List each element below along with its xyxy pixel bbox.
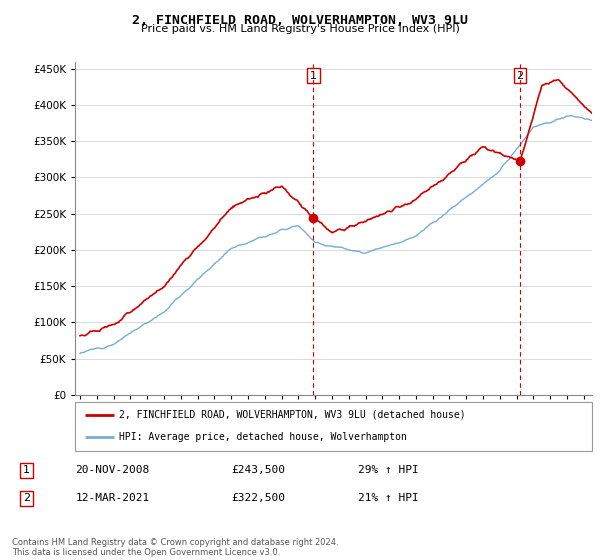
Text: 2: 2 (517, 71, 524, 81)
Text: 21% ↑ HPI: 21% ↑ HPI (358, 493, 418, 503)
FancyBboxPatch shape (75, 402, 592, 451)
Text: 12-MAR-2021: 12-MAR-2021 (76, 493, 149, 503)
Text: 1: 1 (310, 71, 317, 81)
Text: 2, FINCHFIELD ROAD, WOLVERHAMPTON, WV3 9LU: 2, FINCHFIELD ROAD, WOLVERHAMPTON, WV3 9… (132, 14, 468, 27)
Text: 29% ↑ HPI: 29% ↑ HPI (358, 465, 418, 475)
Text: £322,500: £322,500 (231, 493, 285, 503)
Text: 2, FINCHFIELD ROAD, WOLVERHAMPTON, WV3 9LU (detached house): 2, FINCHFIELD ROAD, WOLVERHAMPTON, WV3 9… (119, 410, 466, 420)
Text: 20-NOV-2008: 20-NOV-2008 (76, 465, 149, 475)
Text: Price paid vs. HM Land Registry's House Price Index (HPI): Price paid vs. HM Land Registry's House … (140, 24, 460, 34)
Text: £243,500: £243,500 (231, 465, 285, 475)
Text: Contains HM Land Registry data © Crown copyright and database right 2024.
This d: Contains HM Land Registry data © Crown c… (12, 538, 338, 557)
Text: 2: 2 (23, 493, 30, 503)
Text: 1: 1 (23, 465, 30, 475)
Text: HPI: Average price, detached house, Wolverhampton: HPI: Average price, detached house, Wolv… (119, 432, 407, 442)
